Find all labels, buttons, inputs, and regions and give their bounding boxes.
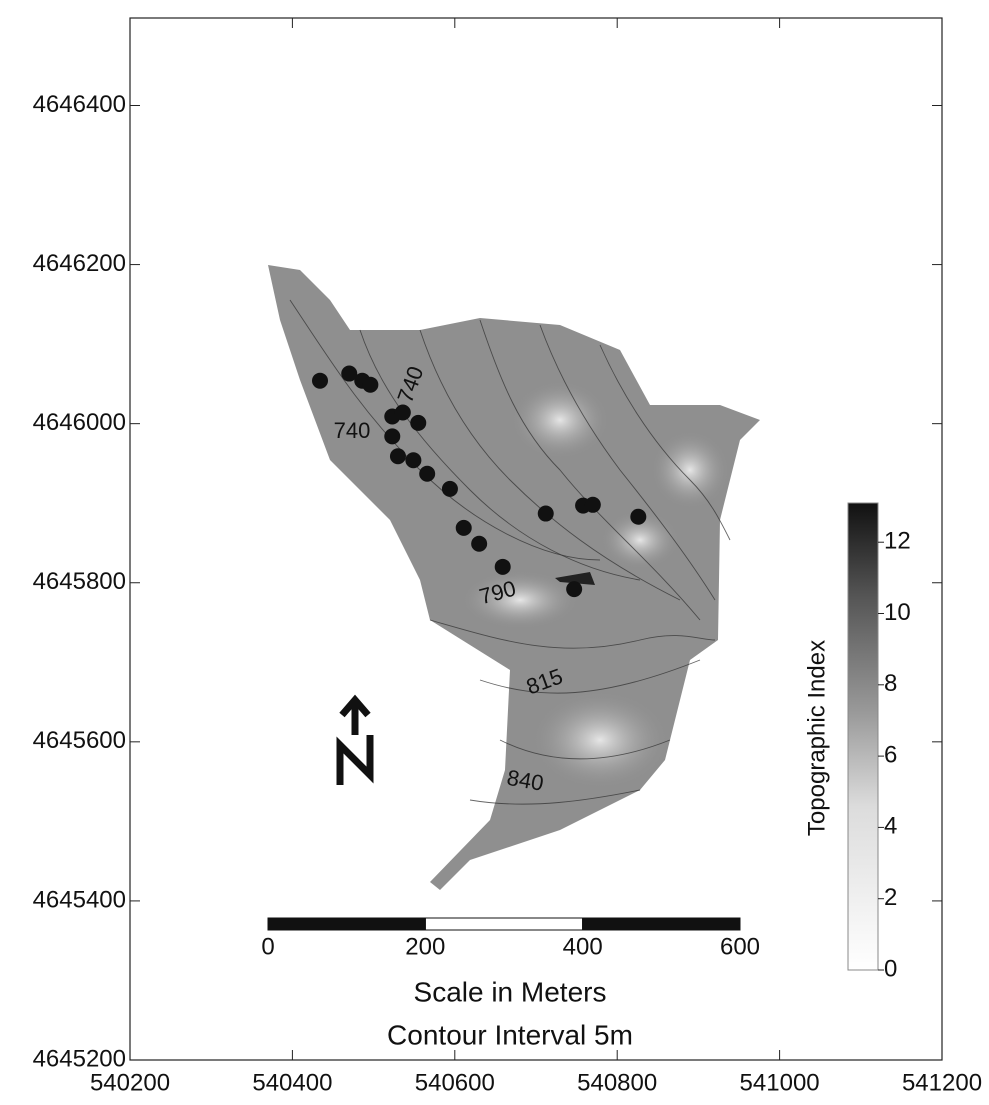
colorbar bbox=[847, 502, 879, 971]
x-tick-label: 541200 bbox=[902, 1069, 982, 1096]
well-point bbox=[584, 496, 601, 513]
x-tick-label: 540200 bbox=[90, 1069, 170, 1096]
colorbar-tick-label: 8 bbox=[884, 670, 897, 697]
well-point bbox=[341, 365, 358, 382]
x-tick-label: 540600 bbox=[415, 1069, 495, 1096]
well-point bbox=[471, 535, 488, 552]
scale-tick-label: 400 bbox=[563, 933, 603, 960]
colorbar-label: Topographic Index bbox=[803, 640, 830, 836]
x-tick-label: 540800 bbox=[577, 1069, 657, 1096]
well-point bbox=[455, 519, 472, 536]
colorbar-tick-label: 0 bbox=[884, 955, 897, 982]
colorbar-tick-label: 4 bbox=[884, 813, 897, 840]
well-point bbox=[384, 428, 401, 445]
north-arrow bbox=[336, 694, 374, 785]
y-tick-label: 4645200 bbox=[33, 1045, 126, 1072]
colorbar-tick-label: 12 bbox=[884, 528, 911, 555]
well-point bbox=[494, 558, 511, 575]
scale-title: Scale in Meters bbox=[414, 976, 607, 1007]
x-tick-label: 541000 bbox=[740, 1069, 820, 1096]
well-point bbox=[362, 376, 379, 393]
scale-tick-label: 0 bbox=[261, 933, 274, 960]
well-point bbox=[441, 480, 458, 497]
colorbar-tick-label: 6 bbox=[884, 741, 897, 768]
well-point bbox=[394, 404, 411, 421]
x-tick-label: 540400 bbox=[252, 1069, 332, 1096]
contour-label: 740 bbox=[334, 418, 371, 443]
y-tick-label: 4646400 bbox=[33, 91, 126, 118]
well-point bbox=[566, 581, 583, 598]
y-tick-label: 4645800 bbox=[33, 568, 126, 595]
scale-segment bbox=[424, 917, 584, 931]
colorbar-tick-label: 2 bbox=[884, 884, 897, 911]
well-point bbox=[410, 414, 427, 431]
well-point bbox=[312, 372, 329, 389]
well-point bbox=[419, 465, 436, 482]
scale-segment bbox=[267, 917, 426, 931]
well-point bbox=[537, 505, 554, 522]
scale-tick-label: 200 bbox=[405, 933, 445, 960]
colorbar-tick-label: 10 bbox=[884, 599, 911, 626]
well-point bbox=[389, 448, 406, 465]
well-point bbox=[405, 452, 422, 469]
y-tick-label: 4645400 bbox=[33, 886, 126, 913]
scale-segment bbox=[582, 917, 741, 931]
scale-tick-label: 600 bbox=[720, 933, 760, 960]
y-tick-label: 4645600 bbox=[33, 727, 126, 754]
y-tick-label: 4646000 bbox=[33, 409, 126, 436]
well-point bbox=[630, 508, 647, 525]
y-tick-label: 4646200 bbox=[33, 250, 126, 277]
contour-note: Contour Interval 5m bbox=[387, 1019, 633, 1050]
